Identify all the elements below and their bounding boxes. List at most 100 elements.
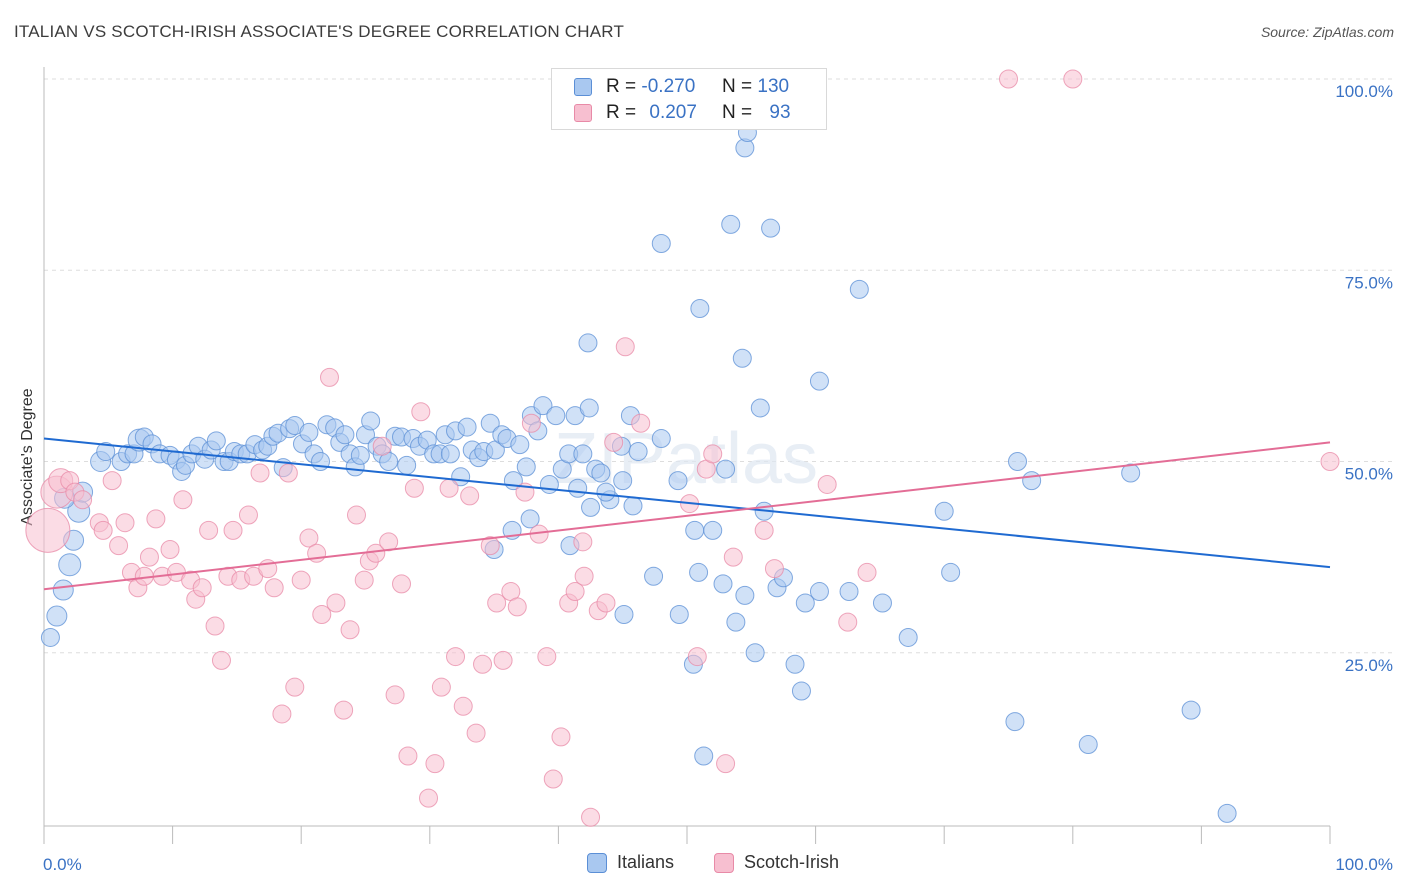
scotch-irish-point (115, 513, 135, 533)
scotch-irish-point (160, 539, 180, 559)
scotch-irish-point (573, 532, 593, 552)
scotch-irish-point (25, 507, 71, 553)
scotch-irish-trend-line (43, 441, 1331, 591)
italians-point (721, 214, 741, 234)
scotch-irish-point (264, 578, 284, 598)
series-legend: Italians Scotch-Irish (0, 852, 1406, 876)
scotch-irish-point (838, 612, 858, 632)
legend-row-italians: R = -0.270 N = 130 (574, 75, 789, 99)
n-label: N = (722, 102, 753, 123)
italians-point (539, 474, 559, 494)
legend-item-scotch-irish[interactable]: Scotch-Irish (714, 852, 839, 873)
scotch-irish-point (480, 536, 500, 556)
italians-point (613, 471, 633, 491)
scotch-irish-legend-swatch (714, 852, 734, 873)
italians-point (795, 593, 815, 613)
r-value: 0.207 (649, 102, 697, 123)
italians-point (299, 422, 319, 442)
italians-point (480, 413, 500, 433)
tick-label-layer: 100.0% 75.0% 50.0% 25.0% 0.0% 100.0% (43, 82, 1393, 874)
italians-point (1008, 452, 1028, 471)
italians-point (1022, 471, 1042, 491)
scotch-irish-point (404, 478, 424, 498)
italians-point (40, 627, 60, 647)
scotch-irish-point (604, 432, 624, 452)
scotch-irish-point (250, 463, 270, 483)
source-credit: Source: ZipAtlas.com (1260, 24, 1394, 40)
italians-point (726, 612, 746, 632)
italians-point (623, 496, 643, 516)
scotch-irish-point (385, 685, 405, 705)
scotch-irish-point (431, 677, 451, 697)
r-stat: R = 0.207 (606, 102, 702, 124)
italians-point (750, 398, 770, 418)
italians-point (668, 471, 688, 491)
legend-item-italians[interactable]: Italians (587, 852, 674, 873)
scotch-irish-point (487, 593, 507, 613)
points-layer (25, 69, 1340, 827)
scotch-irish-swatch (574, 104, 592, 122)
scotch-irish-point (398, 746, 418, 766)
italians-point (46, 605, 68, 627)
scotch-irish-point (285, 677, 305, 697)
scotch-irish-point (764, 559, 784, 579)
italians-point (1005, 712, 1025, 732)
scotch-irish-point (453, 696, 473, 716)
y-tick-label: 100.0% (1335, 82, 1393, 101)
n-stat: N = 130 (722, 76, 789, 98)
scotch-irish-point (723, 547, 743, 567)
italians-point (1078, 735, 1098, 755)
italians-point (716, 459, 736, 479)
italians-point (596, 482, 616, 502)
n-value: 130 (757, 76, 790, 97)
scotch-irish-point (173, 490, 193, 510)
italians-point (614, 605, 634, 624)
italians-point (457, 417, 477, 437)
scotch-irish-point (551, 727, 571, 747)
scotch-irish-point (340, 620, 360, 640)
scotch-irish-point (372, 436, 392, 456)
italians-legend-swatch (587, 852, 607, 873)
italians-point (849, 279, 869, 299)
scotch-irish-point (192, 578, 212, 598)
scotch-irish-point (411, 402, 431, 422)
italians-point (651, 429, 671, 449)
italians-point (703, 520, 723, 540)
italians-point (809, 582, 829, 602)
scotch-irish-point (238, 505, 258, 525)
italians-point (520, 509, 540, 529)
italians-point (591, 463, 611, 483)
legend-row-scotch-irish: R = 0.207 N = 93 (574, 101, 791, 125)
italians-point (335, 425, 355, 445)
scotch-irish-point (596, 593, 616, 613)
n-value: 93 (769, 102, 791, 123)
italians-point (52, 579, 74, 601)
italians-point (732, 348, 752, 368)
scotch-irish-point (425, 754, 445, 774)
italians-point (568, 478, 588, 498)
italians-point (669, 605, 689, 624)
italians-point (685, 520, 705, 540)
scotch-irish-point (1320, 452, 1340, 471)
scotch-irish-point (521, 413, 541, 433)
italians-point (689, 562, 709, 582)
italians-point (872, 593, 892, 613)
italians-point (941, 562, 961, 582)
italians-point (735, 585, 755, 605)
italians-point (533, 396, 553, 416)
scotch-irish-point (999, 69, 1018, 89)
scotch-irish-point (299, 528, 319, 548)
scotch-irish-point (312, 605, 332, 624)
scotch-irish-point (223, 520, 243, 540)
scotch-irish-point (205, 616, 225, 636)
scotch-irish-point (346, 505, 366, 525)
italians-point (628, 442, 648, 462)
scotch-irish-point (687, 647, 707, 667)
italians-swatch (574, 78, 592, 96)
italians-point (350, 445, 370, 465)
italians-point (579, 398, 599, 418)
italians-point (397, 455, 417, 475)
scotch-irish-point (102, 471, 122, 491)
italians-point (809, 371, 829, 391)
